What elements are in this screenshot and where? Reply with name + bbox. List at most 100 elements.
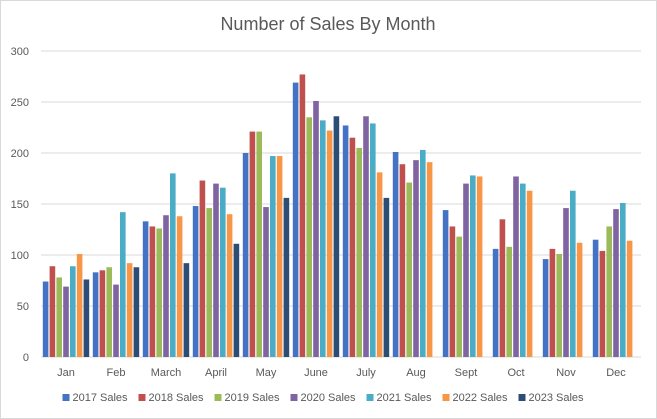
bar-2019-sales-april	[206, 208, 212, 357]
bar-2018-sales-sept	[449, 226, 456, 357]
y-tick-label: 50	[17, 301, 29, 313]
bar-2022-sales-may	[276, 156, 283, 357]
bar-2019-sales-jan	[56, 277, 62, 357]
bar-2021-sales-april	[220, 187, 226, 357]
bars	[42, 74, 633, 358]
bar-2020-sales-april	[213, 183, 219, 357]
bar-2021-sales-dec	[620, 202, 626, 357]
bar-2018-sales-june	[299, 74, 306, 358]
legend-label: 2017 Sales	[73, 392, 129, 404]
bar-2020-sales-feb	[113, 284, 119, 357]
bar-2022-sales-dec	[626, 240, 633, 357]
bar-2021-sales-may	[270, 156, 276, 357]
bar-2018-sales-april	[199, 180, 206, 357]
bar-2022-sales-feb	[126, 263, 133, 357]
bar-2018-sales-feb	[99, 270, 106, 357]
y-tick-label: 300	[11, 46, 29, 58]
bar-2020-sales-sept	[463, 183, 469, 357]
bar-2018-sales-jan	[49, 266, 56, 357]
bar-2017-sales-june	[292, 82, 299, 358]
bar-2017-sales-feb	[92, 272, 99, 357]
chart-title: Number of Sales By Month	[220, 14, 435, 34]
bar-2017-sales-jan	[42, 281, 49, 357]
bar-2022-sales-sept	[476, 176, 483, 357]
bar-2023-sales-march	[183, 263, 190, 357]
legend-swatch	[442, 394, 450, 401]
y-axis-ticks: 0 50 100 150 200 250 300	[11, 46, 29, 364]
bar-2018-sales-july	[349, 137, 356, 357]
legend-label: 2019 Sales	[225, 392, 281, 404]
x-tick-label: Dec	[606, 367, 626, 379]
y-tick-label: 150	[11, 199, 29, 211]
x-axis-ticks: Jan Feb March April May June July Aug Sept Oct Nov…	[57, 367, 626, 379]
bar-2021-sales-march	[170, 173, 176, 357]
legend-swatch	[138, 394, 146, 401]
bar-2019-sales-nov	[556, 253, 562, 357]
bar-2022-sales-march	[176, 216, 183, 357]
legend-label: 2022 Sales	[453, 392, 509, 404]
bar-2017-sales-may	[242, 153, 249, 357]
bar-2019-sales-sept	[456, 236, 462, 357]
bar-2019-sales-oct	[506, 246, 512, 357]
bar-2023-sales-june	[333, 116, 340, 357]
bar-2021-sales-aug	[420, 149, 426, 357]
legend-swatch	[62, 394, 70, 401]
bar-2018-sales-march	[149, 226, 156, 357]
bar-2020-sales-jan	[63, 286, 69, 357]
bar-2021-sales-feb	[120, 212, 126, 357]
bar-2022-sales-july	[376, 172, 383, 357]
bar-2022-sales-aug	[426, 162, 433, 357]
y-tick-label: 250	[11, 97, 29, 109]
x-tick-label: April	[205, 367, 227, 379]
bar-2017-sales-april	[192, 206, 199, 357]
bar-2019-sales-june	[306, 117, 312, 357]
bar-2022-sales-june	[326, 130, 333, 357]
x-tick-label: July	[356, 367, 376, 379]
bar-2021-sales-july	[370, 123, 376, 357]
legend-label: 2023 Sales	[529, 392, 585, 404]
y-tick-label: 100	[11, 250, 29, 262]
bar-2022-sales-oct	[526, 190, 533, 357]
bar-2019-sales-dec	[606, 226, 612, 357]
bar-2021-sales-nov	[570, 190, 576, 357]
x-tick-label: Nov	[556, 367, 576, 379]
bar-2020-sales-oct	[513, 176, 519, 357]
legend-swatch	[214, 394, 222, 401]
bar-2020-sales-dec	[613, 209, 619, 357]
bar-2022-sales-nov	[576, 242, 583, 357]
bar-2017-sales-dec	[592, 239, 599, 357]
x-tick-label: Sept	[455, 367, 478, 379]
legend-label: 2020 Sales	[301, 392, 357, 404]
bar-2019-sales-feb	[106, 267, 112, 357]
bar-2023-sales-may	[283, 197, 290, 357]
bar-2023-sales-july	[383, 197, 390, 357]
x-tick-label: Feb	[107, 367, 126, 379]
x-tick-label: March	[151, 367, 182, 379]
bar-2018-sales-aug	[399, 164, 406, 357]
legend: 2017 Sales 2018 Sales 2019 Sales 2020 Sales…	[62, 392, 585, 404]
bar-2017-sales-march	[142, 221, 149, 357]
bar-2017-sales-oct	[492, 248, 499, 357]
bar-2021-sales-oct	[520, 183, 526, 357]
bar-2023-sales-feb	[133, 267, 140, 357]
bar-2020-sales-july	[363, 116, 369, 357]
legend-swatch	[366, 394, 374, 401]
bar-2018-sales-nov	[549, 248, 556, 357]
bar-2023-sales-april	[233, 243, 240, 357]
bar-2020-sales-june	[313, 100, 319, 357]
bar-2021-sales-jan	[70, 266, 76, 357]
bar-2020-sales-aug	[413, 160, 419, 357]
bar-2022-sales-april	[226, 214, 233, 357]
bar-2020-sales-march	[163, 215, 169, 357]
bar-2019-sales-aug	[406, 182, 412, 357]
bar-2017-sales-sept	[442, 210, 449, 357]
x-tick-label: Aug	[406, 367, 426, 379]
x-tick-label: June	[304, 367, 328, 379]
bar-2017-sales-july	[342, 125, 349, 358]
legend-swatch	[290, 394, 298, 401]
x-tick-label: Jan	[57, 367, 75, 379]
bar-2020-sales-may	[263, 207, 269, 357]
y-tick-label: 0	[23, 352, 29, 364]
